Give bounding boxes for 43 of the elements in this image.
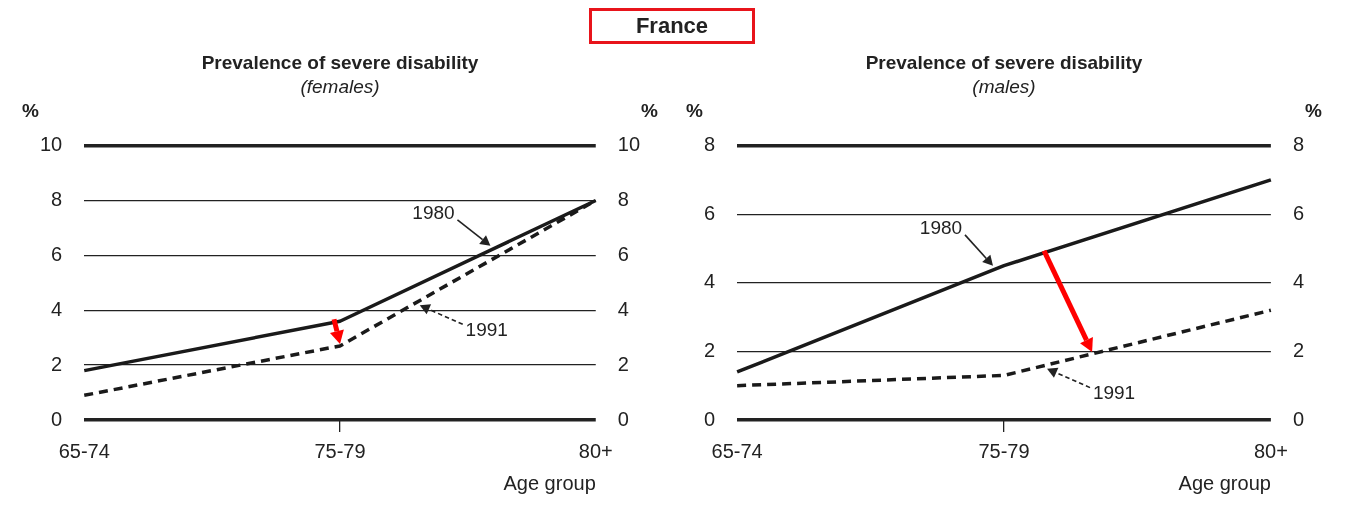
y-tick-label: 0 [704,407,716,430]
y2-axis-title: % [641,100,659,122]
y-tick-label: 8 [704,133,716,156]
text: 1980 [919,217,963,239]
y-tick-label: 0 [51,407,63,430]
y-tick-label: 4 [51,297,63,320]
y2-tick-label: 10 [617,133,640,156]
y2-tick-label: 8 [1292,133,1304,156]
y2-axis-title: % [1305,100,1323,122]
y2-tick-label: 8 [617,188,629,210]
y2-tick-label: 4 [1292,270,1304,293]
y-tick-label: 6 [51,242,63,265]
y-tick-label: 4 [704,270,716,293]
y-tick-label: 6 [704,201,716,224]
legend-label: 1991 [465,318,508,340]
x-tick-label: 65-74 [711,439,763,462]
x-axis-title: Age group [1178,471,1271,494]
y2-tick-label: 6 [617,242,629,265]
y2-tick-label: 2 [617,352,629,375]
text: France [588,8,756,44]
x-tick-label: 80+ [578,439,613,462]
x-tick-label: 75-79 [314,439,366,462]
y2-tick-label: 4 [617,297,629,320]
y-tick-label: 2 [51,352,63,375]
y2-tick-label: 0 [1292,407,1304,430]
y2-tick-label: 0 [617,407,629,430]
y-axis-title: % [686,100,703,122]
y-tick-label: 10 [40,133,63,156]
y-axis-title: % [22,100,39,122]
x-axis-title: Age group [503,471,596,494]
x-tick-label: 65-74 [58,439,110,462]
y-tick-label: 2 [704,338,716,361]
chart-subtitle: (females) [300,76,380,98]
text: 1980 [412,202,455,224]
y2-tick-label: 6 [1292,201,1304,224]
chart-title: Prevalence of severe disability [201,51,479,73]
y2-tick-label: 2 [1292,338,1304,361]
chart-title: Prevalence of severe disability [865,51,1143,73]
y-tick-label: 8 [51,188,63,210]
chart-subtitle: (males) [972,76,1036,98]
x-tick-label: 80+ [1253,439,1288,462]
x-tick-label: 75-79 [978,439,1030,462]
legend-label: 1991 [1092,381,1136,403]
